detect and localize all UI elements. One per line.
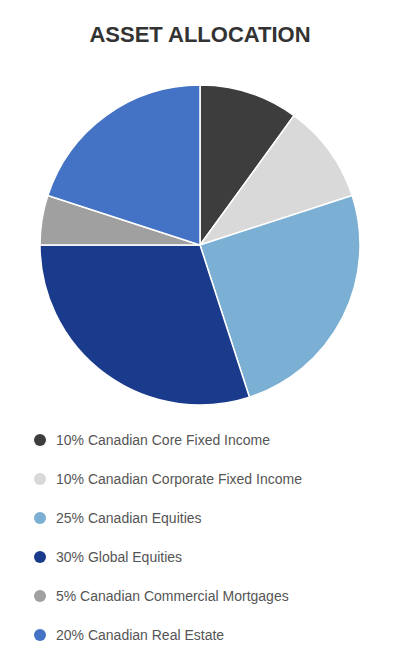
legend-marker (34, 512, 46, 524)
chart-title: ASSET ALLOCATION (89, 22, 310, 47)
pie (40, 85, 360, 405)
legend-label: 25% Canadian Equities (56, 510, 202, 526)
legend-label: 5% Canadian Commercial Mortgages (56, 588, 289, 604)
chart-svg: ASSET ALLOCATION 10% Canadian Core Fixed … (0, 0, 400, 659)
chart-container: ASSET ALLOCATION 10% Canadian Core Fixed … (0, 0, 400, 659)
legend-label: 20% Canadian Real Estate (56, 627, 224, 643)
legend-label: 30% Global Equities (56, 549, 182, 565)
legend-marker (34, 434, 46, 446)
pie-slice (48, 85, 200, 245)
legend-label: 10% Canadian Core Fixed Income (56, 432, 270, 448)
legend-marker (34, 590, 46, 602)
legend: 10% Canadian Core Fixed Income 10% Canadi… (34, 432, 302, 643)
pie-slice (40, 245, 249, 405)
legend-marker (34, 473, 46, 485)
legend-marker (34, 629, 46, 641)
legend-marker (34, 551, 46, 563)
legend-label: 10% Canadian Corporate Fixed Income (56, 471, 302, 487)
